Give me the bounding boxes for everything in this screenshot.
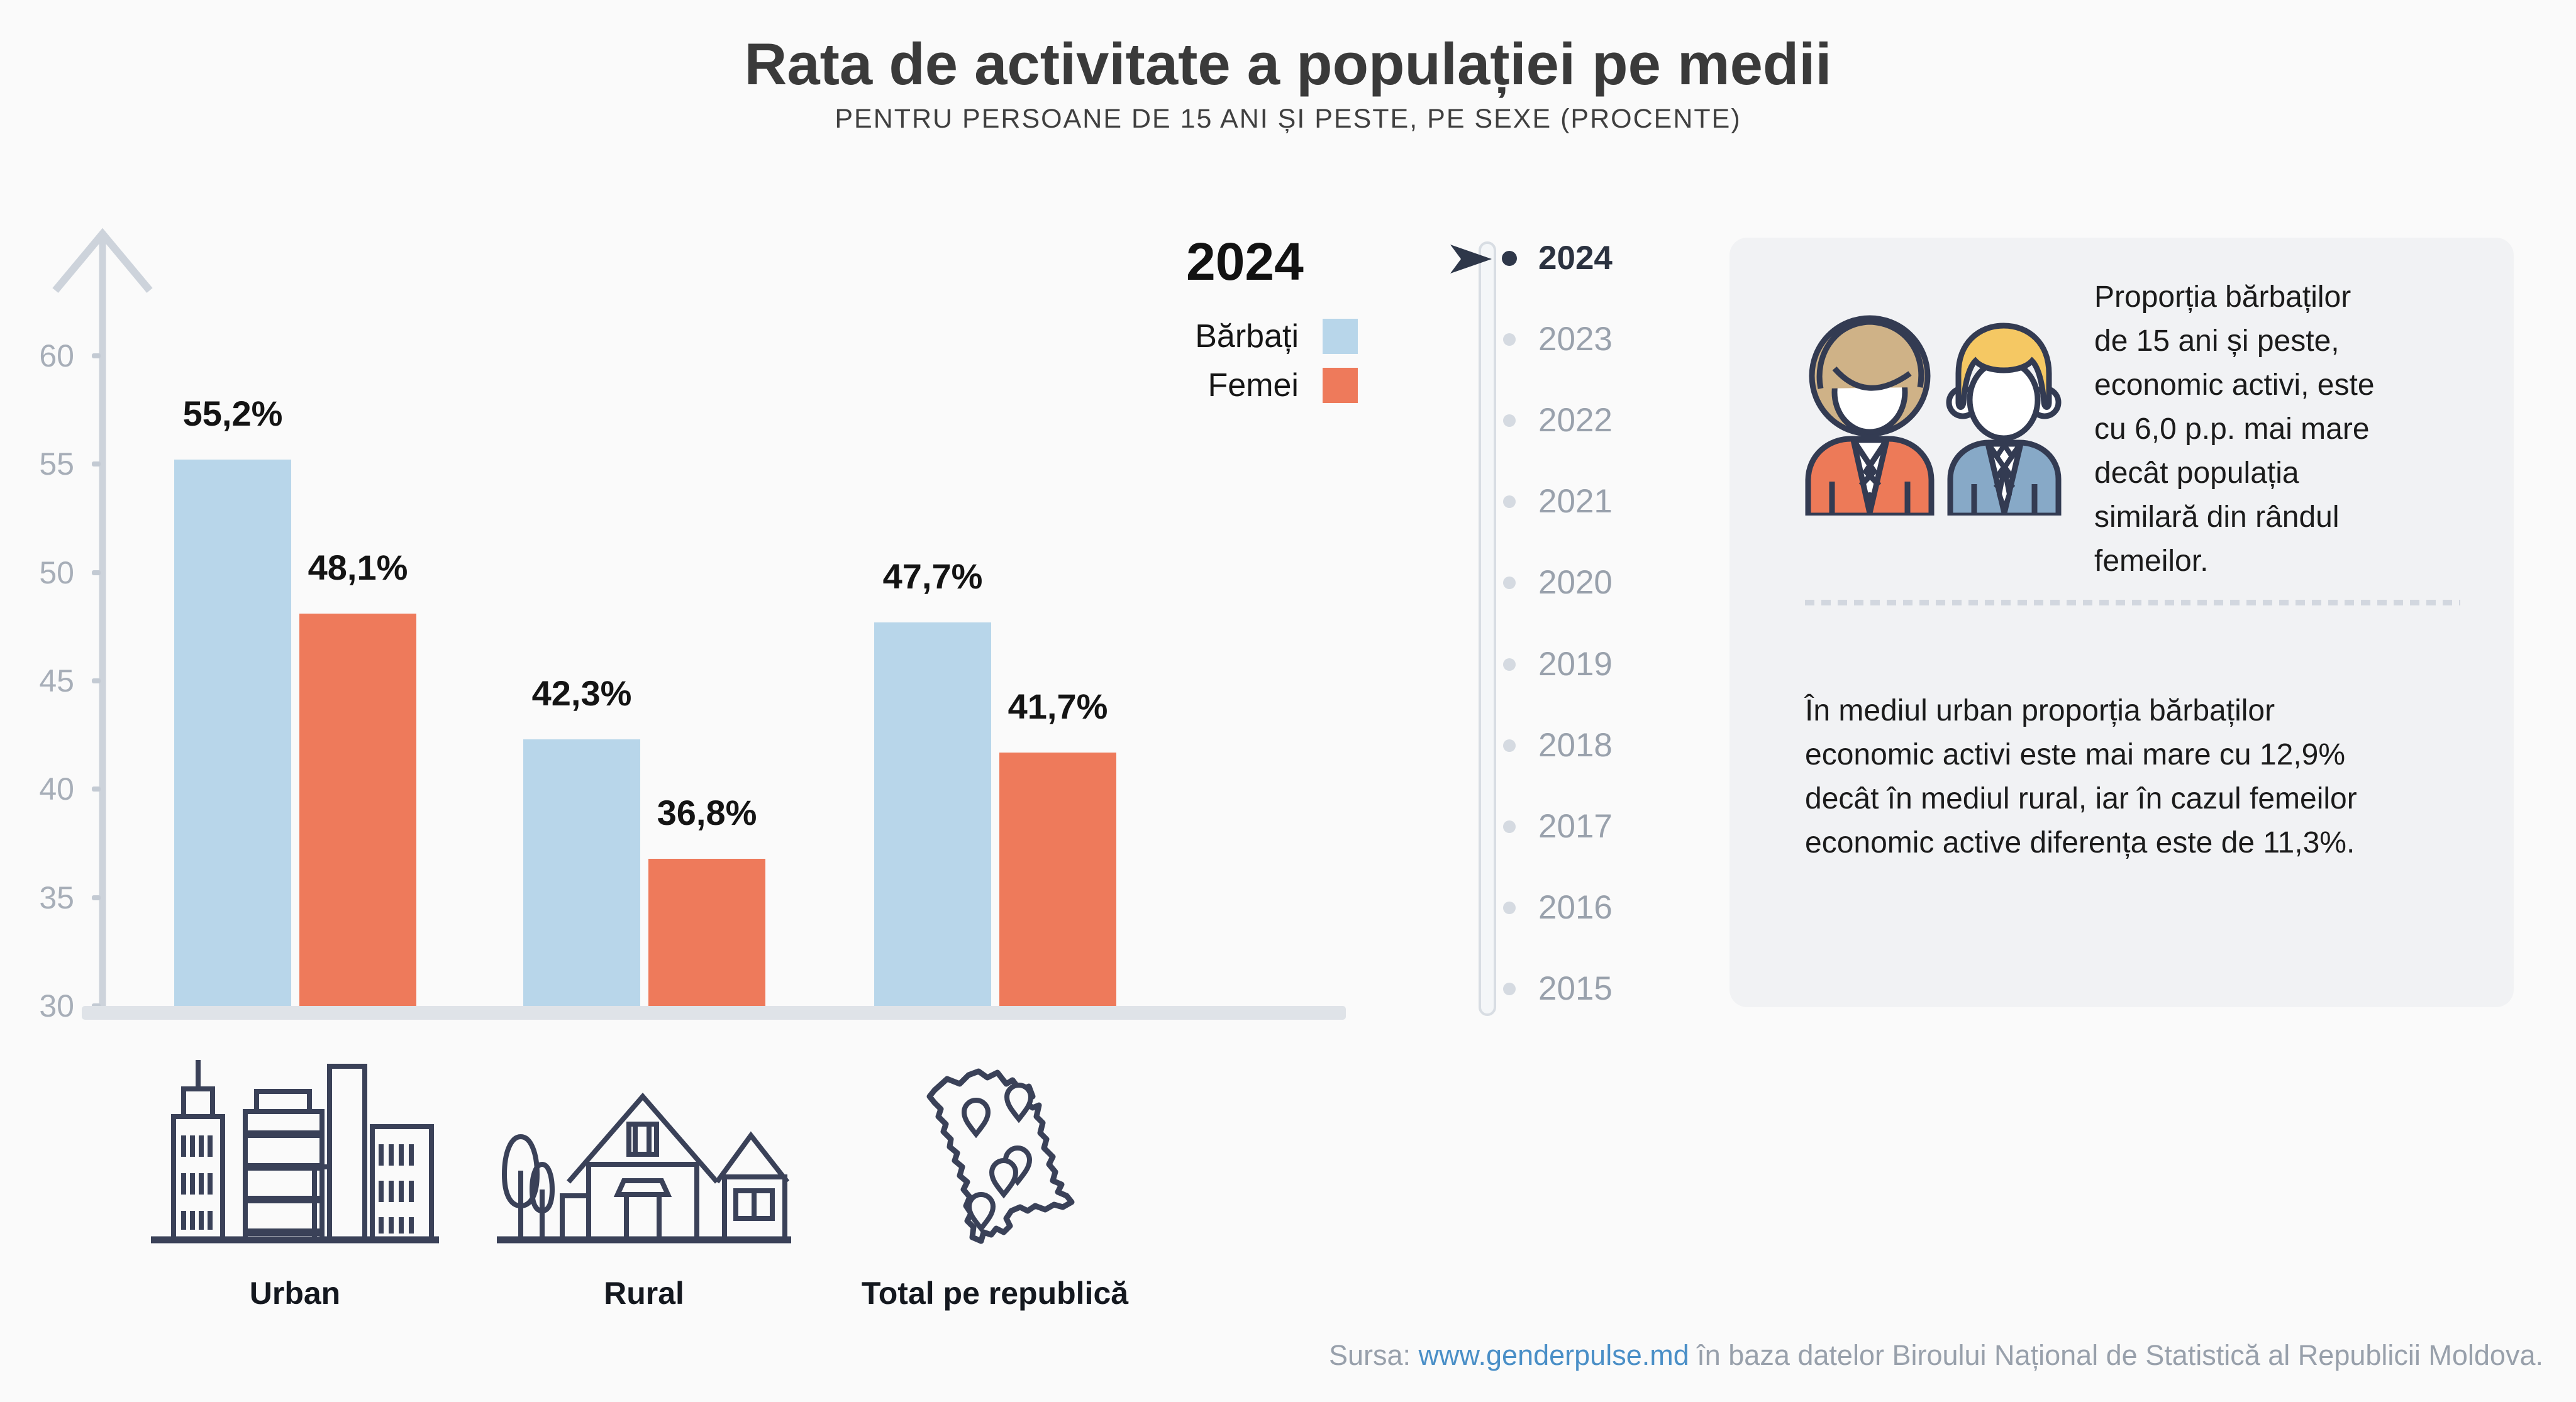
bar-Rural-Bărbați[interactable] xyxy=(523,739,640,1006)
source-line: Sursa: www.genderpulse.md în baza datelo… xyxy=(1329,1338,2543,1373)
page-subtitle: PENTRU PERSOANE DE 15 ANI ȘI PESTE, PE S… xyxy=(835,104,1741,134)
y-axis-tick-label: 40 xyxy=(39,771,74,807)
y-axis-tick-label: 50 xyxy=(39,555,74,590)
bar-value-label: 36,8% xyxy=(657,793,757,832)
legend-item-label: Femei xyxy=(1208,367,1299,404)
timeline-dot-2019[interactable] xyxy=(1503,658,1516,671)
panel-paragraph-1: Proporția bărbaților de 15 ani și peste,… xyxy=(2094,280,2375,578)
y-axis-tick xyxy=(92,678,101,683)
timeline-year-2018[interactable]: 2018 xyxy=(1538,727,1613,764)
timeline-dot-2017[interactable] xyxy=(1503,820,1516,833)
bar-value-label: 47,7% xyxy=(882,556,983,596)
bar-Urban-Bărbați[interactable] xyxy=(174,460,291,1006)
timeline-year-2021[interactable]: 2021 xyxy=(1538,483,1613,520)
bar-Urban-Femei[interactable] xyxy=(299,614,416,1006)
panel-paragraph-2: În mediul urban proporția bărbaților eco… xyxy=(1805,694,2357,859)
timeline-dot-2024[interactable] xyxy=(1502,251,1517,266)
timeline-dot-2016[interactable] xyxy=(1503,902,1516,914)
y-axis-tick-label: 35 xyxy=(39,880,74,915)
timeline-dot-2023[interactable] xyxy=(1503,333,1516,346)
y-axis-tick-label: 55 xyxy=(39,446,74,482)
timeline-year-2016[interactable]: 2016 xyxy=(1538,889,1613,926)
bar-Total pe republică-Femei[interactable] xyxy=(999,753,1116,1006)
timeline-year-2022[interactable]: 2022 xyxy=(1538,402,1613,439)
timeline-year-2019[interactable]: 2019 xyxy=(1538,646,1613,683)
year-timeline-track[interactable] xyxy=(1479,241,1496,1016)
x-axis-baseline xyxy=(82,1006,1346,1020)
source-link[interactable]: www.genderpulse.md xyxy=(1418,1339,1689,1371)
category-label-total: Total pe republică xyxy=(861,1276,1129,1311)
source-suffix: în baza datelor Biroului Național de Sta… xyxy=(1689,1339,2543,1371)
y-axis-tick-label: 30 xyxy=(39,988,74,1024)
y-axis-tick xyxy=(92,787,101,792)
bar-Rural-Femei[interactable] xyxy=(648,859,765,1006)
legend-selected-year: 2024 xyxy=(1186,232,1304,291)
timeline-year-2020[interactable]: 2020 xyxy=(1538,564,1613,601)
city-buildings-icon xyxy=(151,1060,439,1244)
timeline-year-2023[interactable]: 2023 xyxy=(1538,321,1613,358)
y-axis-tick xyxy=(92,570,101,575)
y-axis-tick-label: 45 xyxy=(39,663,74,698)
bar-value-label: 42,3% xyxy=(531,673,632,713)
moldova-map-icon xyxy=(926,1068,1075,1244)
timeline-dot-2021[interactable] xyxy=(1503,495,1516,508)
y-axis-tick-label: 60 xyxy=(39,338,74,373)
y-axis-arrow-icon xyxy=(52,228,153,1013)
source-prefix: Sursa: xyxy=(1328,1339,1419,1371)
legend-swatch-icon xyxy=(1323,368,1358,403)
bar-value-label: 48,1% xyxy=(308,548,408,587)
timeline-year-2017[interactable]: 2017 xyxy=(1538,808,1613,845)
timeline-dot-2015[interactable] xyxy=(1503,983,1516,995)
timeline-dot-2020[interactable] xyxy=(1503,577,1516,589)
y-axis-tick xyxy=(92,895,101,900)
legend-item-Bărbați[interactable]: Bărbați xyxy=(1031,318,1358,355)
bar-value-label: 55,2% xyxy=(182,394,283,433)
timeline-cursor-arrow-icon xyxy=(1450,245,1492,273)
timeline-year-2024[interactable]: 2024 xyxy=(1538,240,1613,277)
y-axis-tick xyxy=(92,461,101,466)
category-label-rural: Rural xyxy=(604,1276,684,1311)
man-woman-icon xyxy=(1805,315,2062,516)
legend-item-Femei[interactable]: Femei xyxy=(1031,367,1358,404)
village-house-icon xyxy=(497,1092,791,1244)
legend-item-label: Bărbați xyxy=(1195,318,1299,355)
legend-swatch-icon xyxy=(1323,319,1358,354)
timeline-year-2015[interactable]: 2015 xyxy=(1538,970,1613,1007)
page-title: Rata de activitate a populației pe medii xyxy=(744,31,1832,97)
dashed-divider xyxy=(1805,600,2460,605)
timeline-dot-2022[interactable] xyxy=(1503,414,1516,427)
category-label-urban: Urban xyxy=(249,1276,341,1311)
y-axis-tick xyxy=(92,353,101,358)
bar-Total pe republică-Bărbați[interactable] xyxy=(874,622,991,1006)
timeline-dot-2018[interactable] xyxy=(1503,739,1516,752)
bar-value-label: 41,7% xyxy=(1008,687,1108,726)
